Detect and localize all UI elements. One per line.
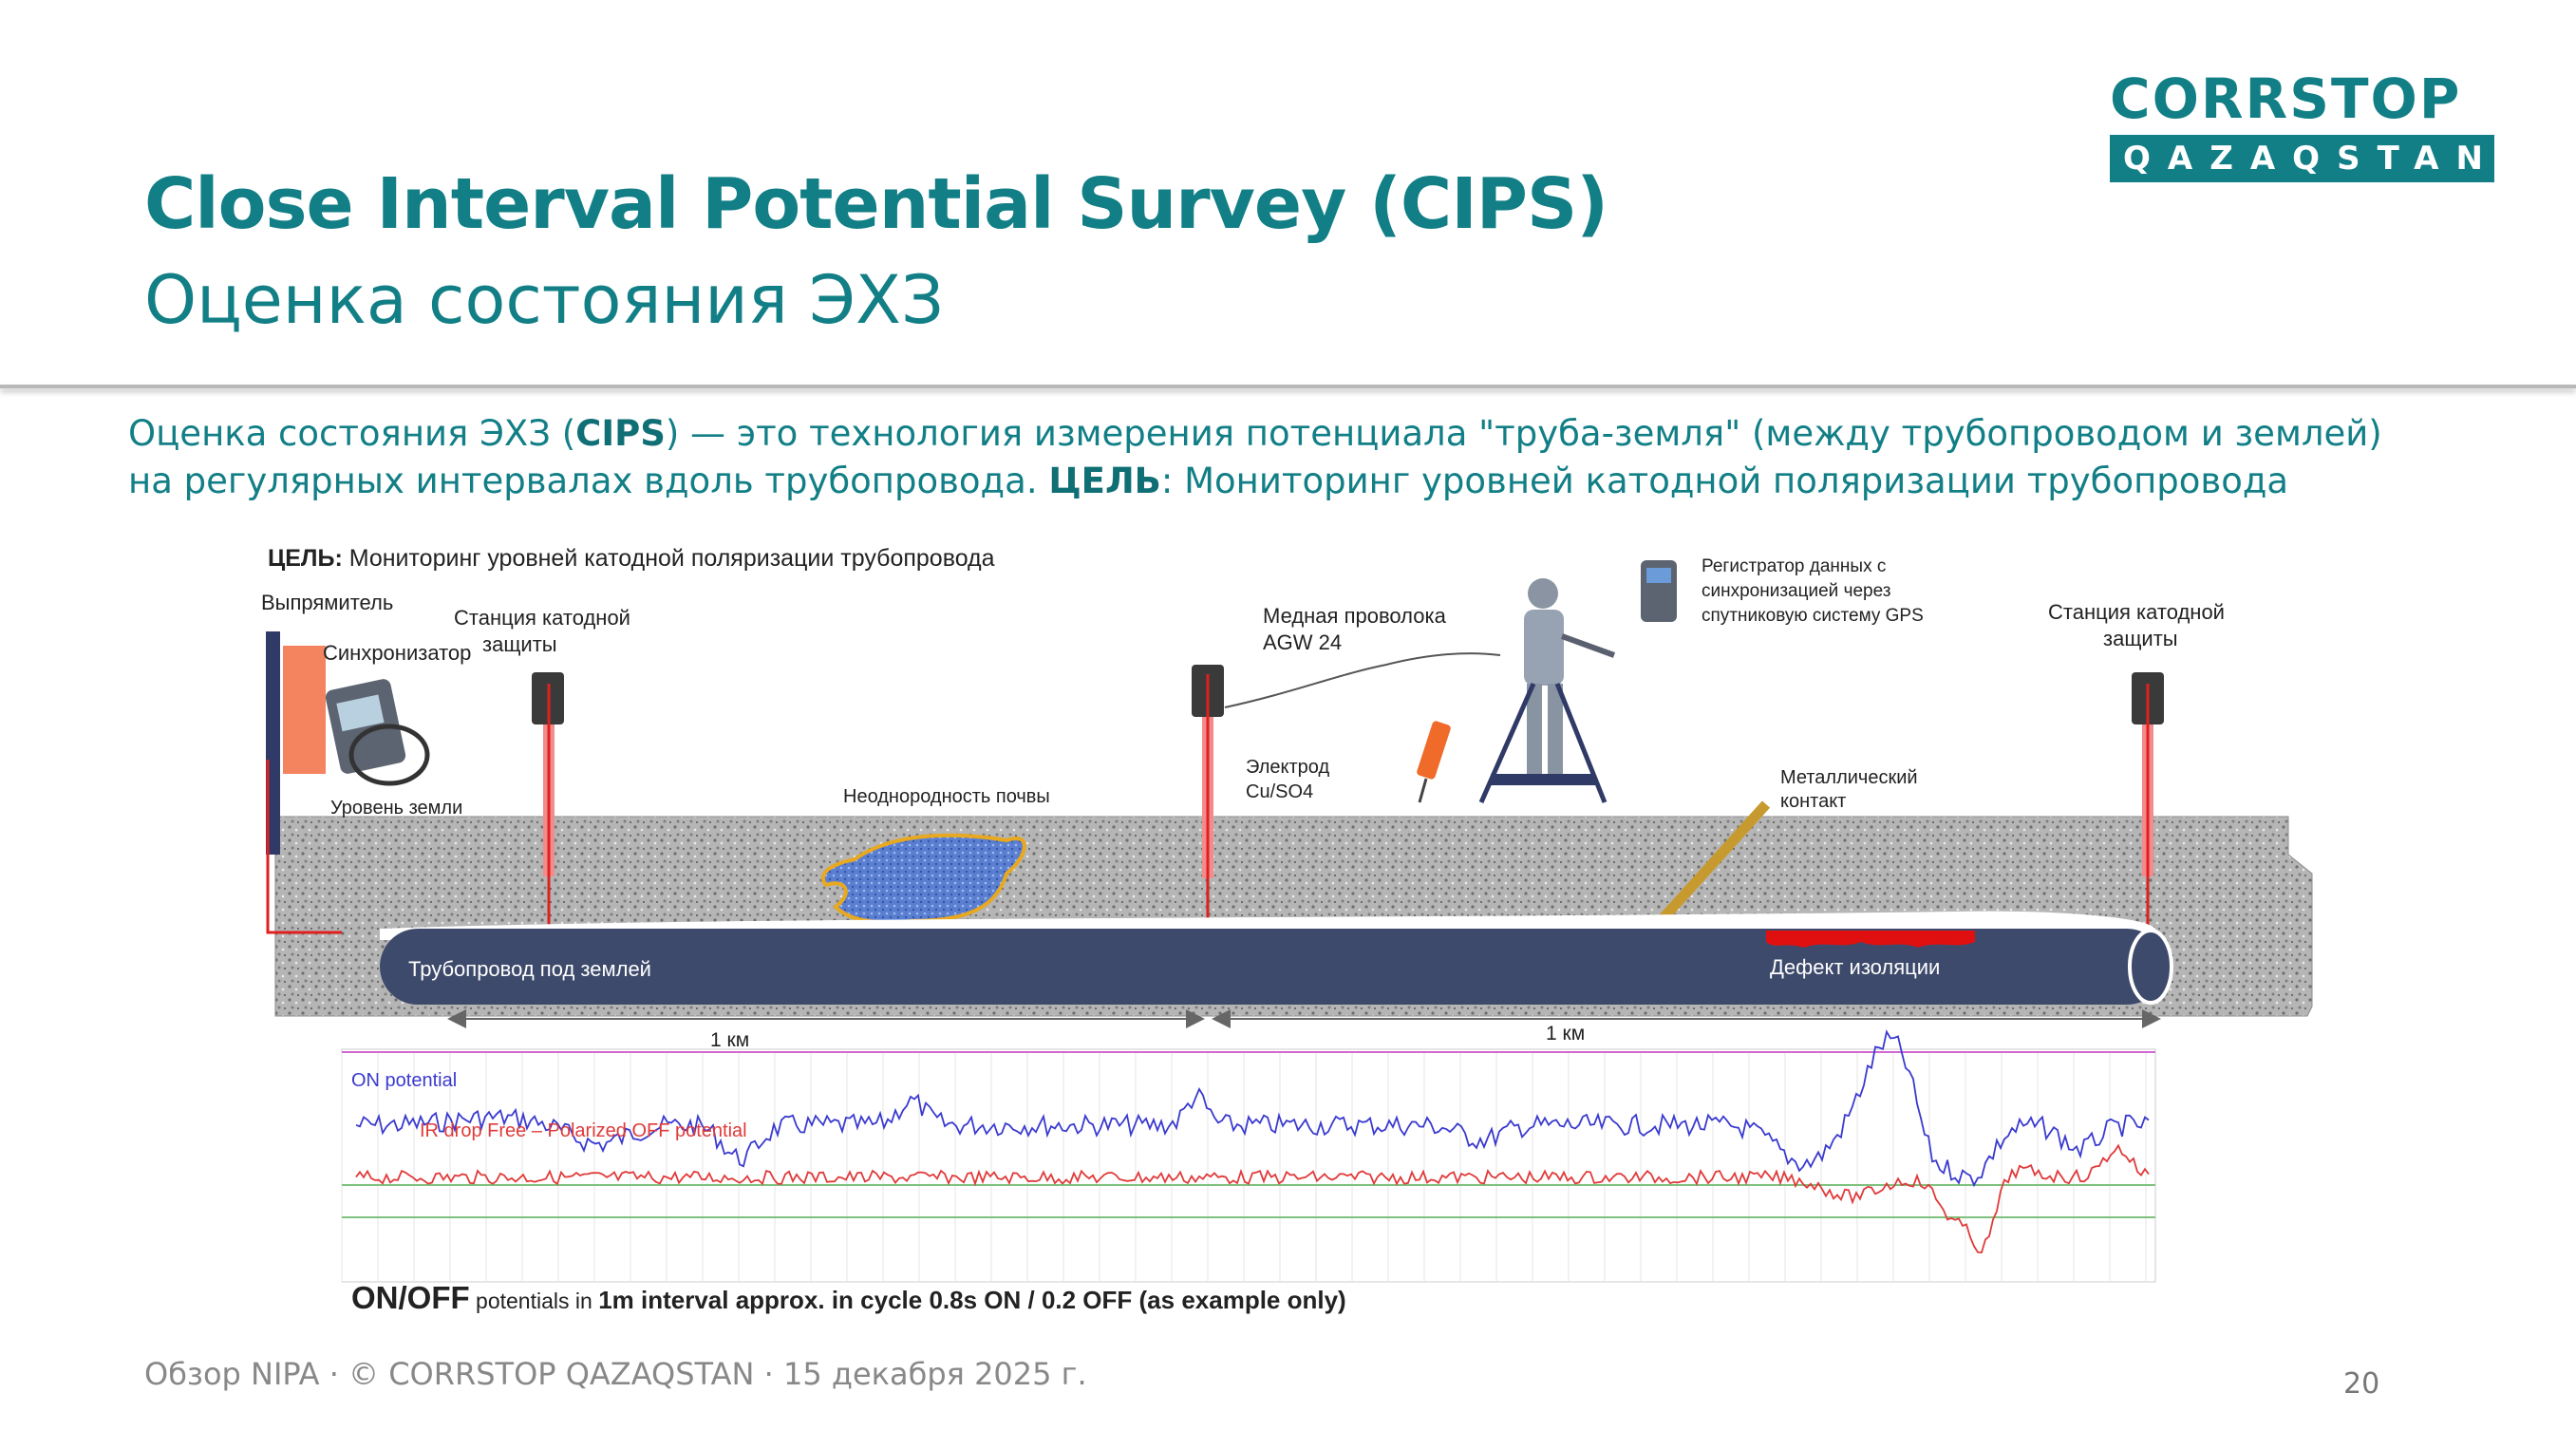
electrode-label: Электрод [1246, 757, 1329, 778]
intro-text: : Мониторинг уровней катодной поляризаци… [1160, 461, 2289, 501]
soil-heterogeneity-label: Неоднородность почвы [843, 786, 1050, 807]
electrode-label: Cu/SO4 [1246, 781, 1313, 802]
off-potential-line [355, 1143, 2150, 1254]
page-number: 20 [2343, 1367, 2380, 1401]
cp-station-1-label: Станция катодной [454, 606, 630, 630]
cp-station-2-label: защиты [2103, 627, 2178, 650]
copper-wire [1224, 652, 1501, 708]
intro-text: на регулярных интервалах вдоль трубопров… [128, 461, 1049, 501]
cp-station-2-label: Станция катодной [2048, 600, 2225, 624]
soil-heterogeneity [820, 833, 1026, 925]
on-potential-label: ON potential [351, 1070, 457, 1091]
metal-contact-label: контакт [1780, 791, 1846, 812]
cp-station-1 [532, 672, 564, 935]
synchronizer-device [325, 679, 430, 786]
copper-wire-label: Медная проволока [1263, 604, 1447, 628]
chart-caption: ON/OFF potentials in 1m interval approx.… [351, 1280, 1346, 1315]
cp-station-1-label: защиты [482, 632, 557, 656]
coating-defect [1766, 931, 1975, 948]
distance-label-2: 1 км [1546, 1023, 1585, 1044]
intro-text: ) — это технология измерения потенциала … [665, 413, 2382, 454]
slide-title: Close Interval Potential Survey (CIPS) [144, 163, 1608, 245]
synchronizer-panel [283, 646, 326, 774]
cips-diagram: ЦЕЛЬ: Мониторинг уровней катодной поляри… [261, 545, 2313, 1315]
operator-figure [1478, 578, 1616, 804]
rectifier-label: Выпрямитель [261, 591, 393, 614]
slide-header: Close Interval Potential Survey (CIPS) О… [0, 0, 2576, 385]
intro-bold: CIPS [575, 413, 666, 454]
potential-chart: ON potential IR drop Free – Polarized OF… [341, 1029, 2156, 1283]
caption-bold: ON/OFF [351, 1280, 470, 1315]
off-potential-label: IR drop Free – Polarized OFF potential [420, 1120, 747, 1141]
cp-station-2 [2132, 672, 2164, 935]
intro-paragraph: Оценка состояния ЭХЗ (CIPS) — это технол… [128, 410, 2559, 505]
ground-wire [266, 760, 342, 934]
data-logger [1641, 560, 1677, 622]
header-divider [0, 385, 2576, 388]
caption-small: potentials in [470, 1289, 599, 1313]
pipeline-label: Трубопровод под землей [408, 957, 651, 981]
goal-text: Мониторинг уровней катодной поляризации … [343, 545, 995, 572]
chart-grid [341, 1052, 2147, 1282]
intro-bold: ЦЕЛЬ [1048, 461, 1161, 501]
synchronizer-label: Синхронизатор [323, 641, 471, 665]
logo-subtitle: QAZAQSTAN [2110, 135, 2494, 182]
intro-text: Оценка состояния ЭХЗ ( [128, 413, 576, 454]
corrstop-logo: CORRSTOP QAZAQSTAN [2110, 66, 2494, 182]
logger-label: Регистратор данных с [1702, 556, 1886, 576]
caption-bold: 1m interval approx. in cycle 0.8s ON / 0… [598, 1286, 1346, 1314]
on-potential-line [355, 1029, 2150, 1188]
slide-subtitle: Оценка состояния ЭХЗ [144, 261, 944, 339]
metal-contact-label: Металлический [1780, 767, 1918, 788]
logger-label: синхронизацией через [1702, 581, 1890, 601]
logo-wordmark: CORRSTOP [2110, 66, 2462, 131]
figure-goal: ЦЕЛЬ: Мониторинг уровней катодной поляри… [268, 545, 995, 572]
electrode-probe [1417, 721, 1451, 803]
pipeline [380, 929, 2173, 1005]
slide-footer: Обзор NIPA · © CORRSTOP QAZAQSTAN · 15 д… [144, 1356, 1087, 1392]
copper-wire-label: AGW 24 [1263, 630, 1342, 654]
goal-bold: ЦЕЛЬ: [268, 545, 343, 572]
cp-station-center [1192, 665, 1224, 935]
distance-label-1: 1 км [710, 1029, 749, 1051]
coating-defect-label: Дефект изоляции [1770, 955, 1940, 979]
logger-label: спутниковую систему GPS [1702, 606, 1924, 626]
rectifier [266, 631, 280, 855]
ground-level-label: Уровень земли [330, 798, 462, 819]
